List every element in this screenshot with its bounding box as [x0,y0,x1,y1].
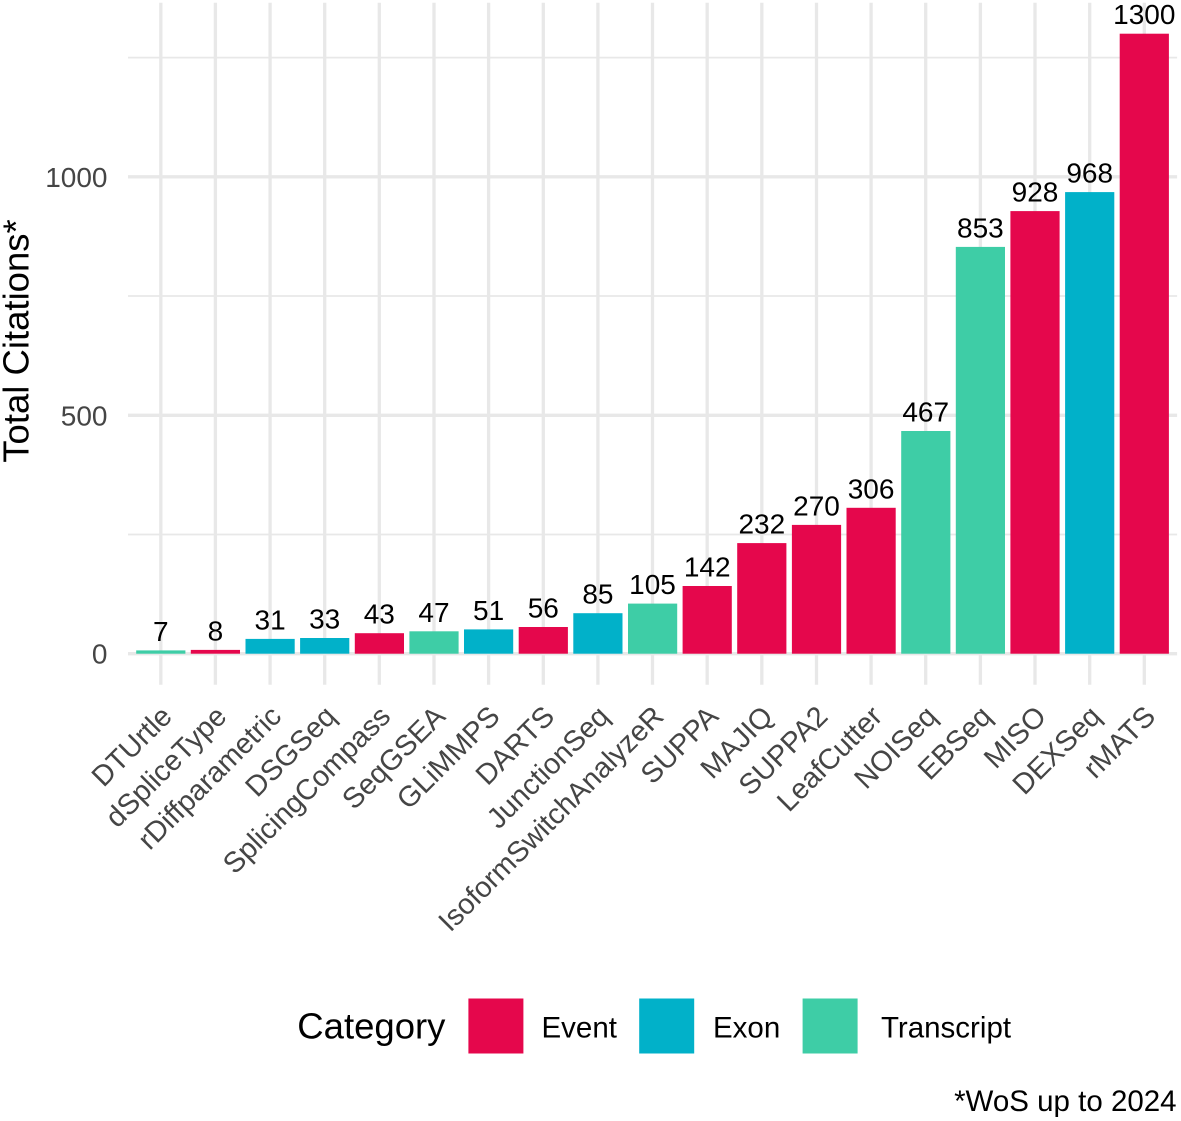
svg-text:7: 7 [153,616,169,647]
svg-text:Total Citations*: Total Citations* [0,219,37,462]
svg-text:8: 8 [208,615,224,646]
svg-text:500: 500 [61,400,108,431]
svg-text:1300: 1300 [1113,0,1175,30]
svg-text:Event: Event [542,1012,617,1045]
svg-text:1000: 1000 [45,162,107,193]
svg-text:306: 306 [848,473,895,504]
svg-text:853: 853 [957,212,1004,243]
svg-text:Category: Category [297,1005,446,1046]
svg-text:47: 47 [418,597,449,628]
svg-text:105: 105 [629,569,676,600]
svg-text:0: 0 [92,639,108,670]
svg-text:51: 51 [473,595,504,626]
svg-text:43: 43 [364,599,395,630]
svg-text:56: 56 [528,593,559,624]
svg-text:31: 31 [255,604,286,635]
svg-text:Transcript: Transcript [881,1012,1011,1045]
svg-text:33: 33 [309,604,340,635]
svg-text:467: 467 [902,397,949,428]
svg-text:270: 270 [793,490,840,521]
svg-text:232: 232 [738,509,785,540]
svg-text:Exon: Exon [713,1012,780,1045]
svg-text:85: 85 [582,579,613,610]
svg-text:928: 928 [1012,177,1059,208]
svg-text:*WoS up to 2024: *WoS up to 2024 [954,1085,1177,1118]
svg-text:968: 968 [1066,158,1113,189]
svg-text:142: 142 [684,552,731,583]
